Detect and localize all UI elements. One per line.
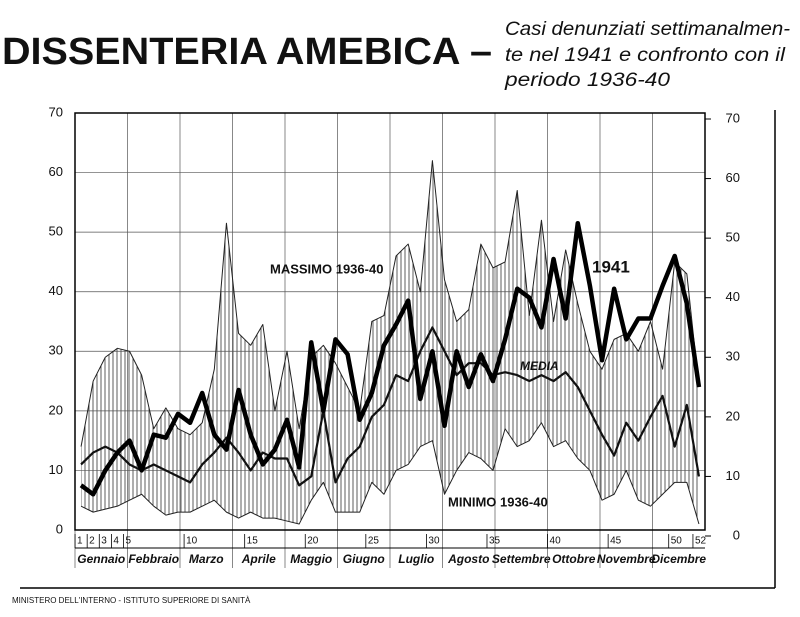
month-label: Agosto bbox=[447, 552, 489, 566]
month-label: Marzo bbox=[189, 552, 224, 566]
y2-tick-label: 70 bbox=[726, 110, 740, 125]
x-tick-label: 1 bbox=[77, 536, 83, 547]
x-tick-label: 20 bbox=[307, 536, 319, 547]
y-tick-label: 70 bbox=[49, 104, 63, 119]
y2-tick-label: 30 bbox=[726, 349, 740, 364]
month-label: Novembre bbox=[597, 552, 656, 566]
x-tick-label: 10 bbox=[186, 536, 198, 547]
y2-tick-label: 40 bbox=[726, 289, 740, 304]
y2-tick-label: 10 bbox=[726, 468, 740, 483]
series-label: 1941 bbox=[592, 257, 630, 276]
series-label: MASSIMO 1936-40 bbox=[270, 261, 383, 276]
x-tick-label: 2 bbox=[89, 536, 95, 547]
month-label: Aprile bbox=[241, 552, 276, 566]
x-tick-label: 40 bbox=[550, 536, 562, 547]
x-tick-label: 25 bbox=[368, 536, 380, 547]
month-label: Maggio bbox=[290, 552, 332, 566]
y2-tick-label: 50 bbox=[726, 230, 740, 245]
series-line bbox=[80, 160, 700, 447]
x-tick-label: 30 bbox=[428, 536, 440, 547]
series-line bbox=[80, 326, 701, 487]
x-tick-label: 35 bbox=[489, 536, 501, 547]
x-tick-label: 5 bbox=[126, 536, 132, 547]
x-tick-label: 52 bbox=[695, 536, 707, 547]
x-tick-label: 50 bbox=[671, 536, 683, 547]
x-tick-label: 15 bbox=[247, 536, 259, 547]
month-label: Giugno bbox=[343, 552, 385, 566]
y-tick-label: 0 bbox=[56, 521, 63, 536]
y2-tick-label: 0 bbox=[733, 527, 740, 542]
y2-tick-label: 20 bbox=[726, 408, 740, 423]
plot-frame bbox=[74, 112, 706, 531]
month-label: Luglio bbox=[398, 552, 434, 566]
month-label: Ottobre bbox=[552, 552, 596, 566]
series-line bbox=[80, 422, 700, 525]
y-tick-label: 40 bbox=[49, 283, 63, 298]
x-tick-label: 3 bbox=[101, 536, 107, 547]
footer: MINISTERO DELL'INTERNO - ISTITUTO SUPERI… bbox=[12, 596, 251, 605]
month-label: Febbraio bbox=[128, 552, 179, 566]
x-tick-label: 4 bbox=[113, 536, 119, 547]
subtitle-line: periodo 1936-40 bbox=[504, 70, 671, 91]
y2-tick-label: 60 bbox=[726, 170, 740, 185]
series-label: MEDIA bbox=[520, 359, 559, 373]
y-tick-label: 20 bbox=[49, 402, 63, 417]
month-label: Dicembre bbox=[651, 552, 706, 566]
series-label: MINIMO 1936-40 bbox=[448, 494, 548, 509]
y-tick-label: 50 bbox=[49, 224, 63, 239]
y-tick-label: 60 bbox=[49, 164, 63, 179]
subtitle-line: te nel 1941 e confronto con il bbox=[505, 45, 786, 66]
chart-title: DISSENTERIA AMEBICA – bbox=[2, 31, 492, 73]
y-tick-label: 10 bbox=[49, 462, 63, 477]
y-tick-label: 30 bbox=[49, 343, 63, 358]
x-tick-label: 45 bbox=[610, 536, 622, 547]
series-line bbox=[79, 220, 702, 497]
month-label: Settembre bbox=[492, 552, 551, 566]
month-label: Gennaio bbox=[77, 552, 125, 566]
subtitle-line: Casi denunziati settimanalmen- bbox=[505, 19, 790, 40]
